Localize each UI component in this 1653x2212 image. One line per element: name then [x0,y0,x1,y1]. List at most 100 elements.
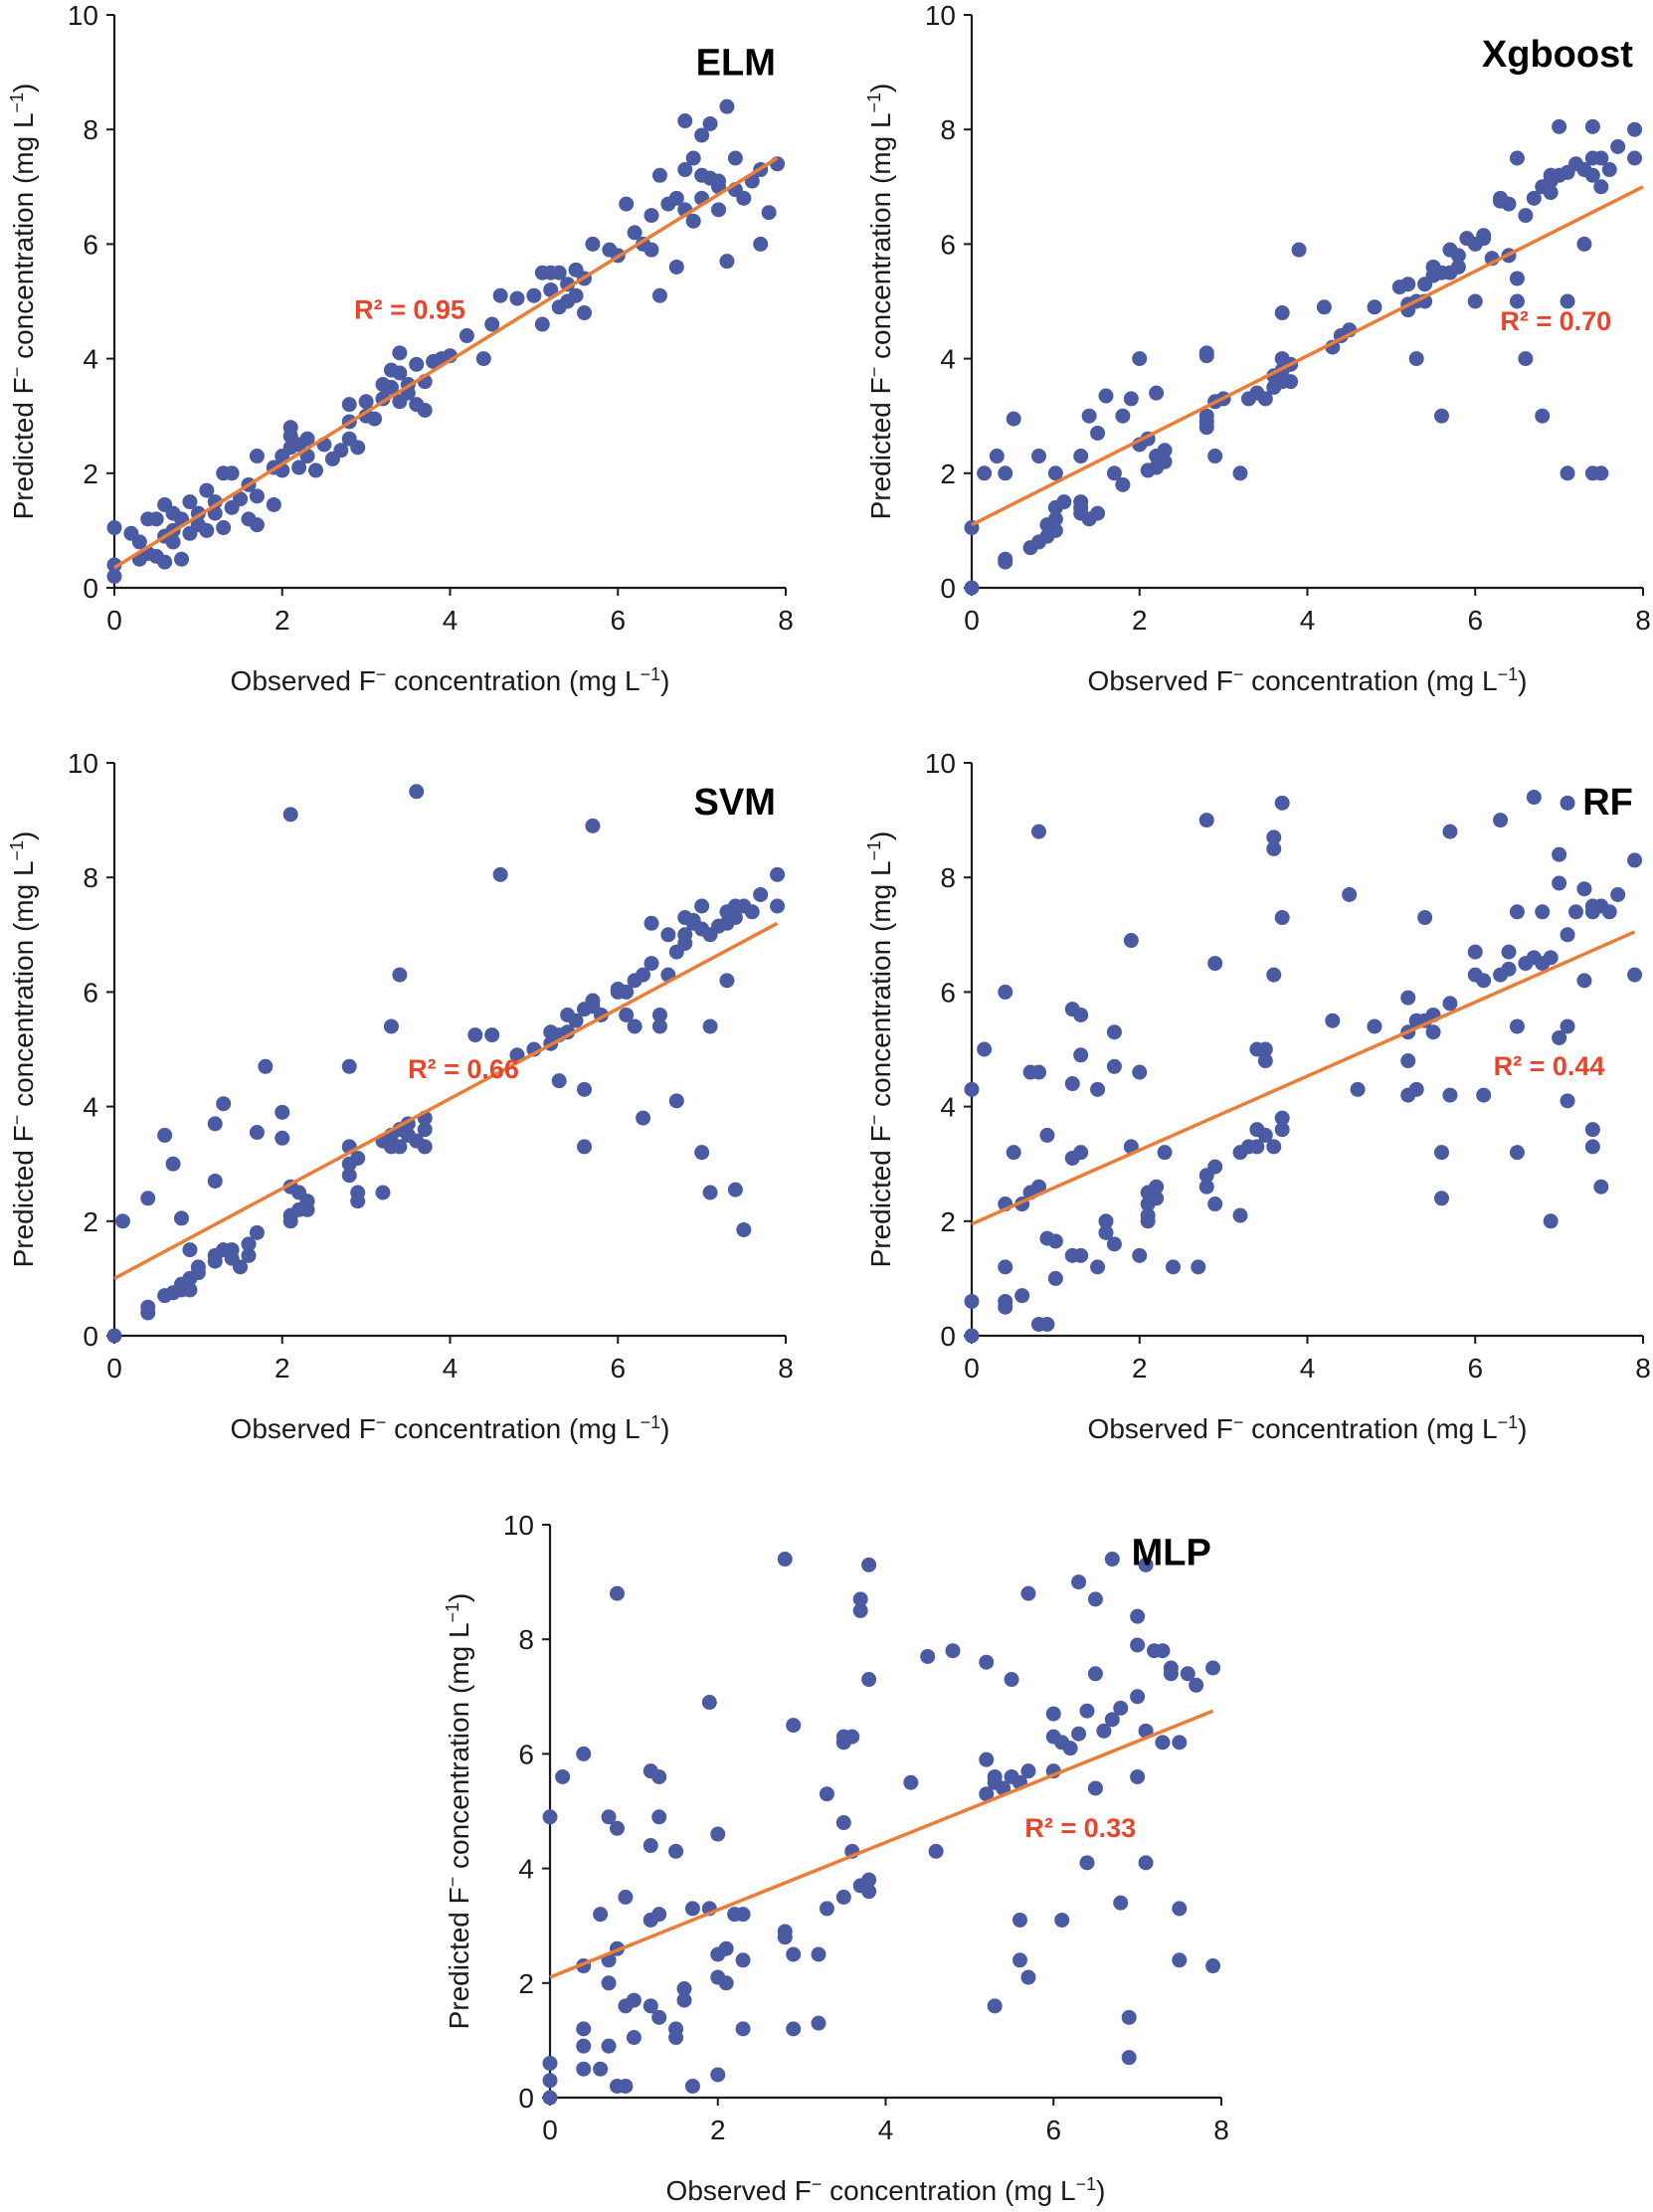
y-axis-label: Predicted F− concentration (mg L−1) [7,831,39,1268]
data-point [1172,1952,1188,1968]
data-point [1006,1145,1021,1161]
data-point [182,494,198,510]
panel-title: Xgboost [1482,34,1633,76]
data-point [174,551,189,567]
data-point [668,2030,684,2046]
data-point [526,287,542,303]
data-point [1155,1735,1171,1751]
data-point [998,1259,1013,1275]
data-point [1047,1233,1063,1249]
data-point [861,1872,877,1888]
y-tick-label: 0 [940,1321,956,1352]
data-point [1149,1191,1165,1206]
data-point [998,984,1013,1000]
data-point [576,2061,592,2077]
data-point [241,1247,257,1263]
data-point [1501,196,1517,212]
data-point [224,465,240,481]
ylabel-main: Predicted F [8,377,39,519]
data-point [651,1907,667,1923]
data-point [619,196,635,212]
data-point [1207,956,1223,972]
data-point [1493,813,1509,829]
ylabel-sup2: −1 [443,1602,462,1623]
data-point [1163,1660,1179,1676]
data-point [1442,1087,1458,1103]
data-point [735,2021,751,2037]
data-point [651,2009,667,2025]
ylabel-sup2: −1 [7,840,27,861]
data-point [676,1992,692,2008]
y-tick-label: 2 [940,459,956,489]
data-point [1006,411,1021,427]
data-point [1012,1912,1027,1928]
data-point [1113,1895,1129,1911]
data-point [701,1695,717,1711]
data-point [668,259,684,275]
data-point [1004,1672,1019,1688]
data-point [1518,351,1534,367]
data-point [1132,1064,1148,1080]
data-point [1189,1677,1204,1693]
data-point [1509,293,1525,309]
data-point [1291,242,1307,258]
data-point [207,494,223,510]
data-point [1205,1958,1221,1974]
data-point [1257,391,1273,407]
data-point [199,522,215,538]
r-squared-label: R² = 0.95 [354,294,465,324]
data-point [1274,1122,1290,1138]
y-axis-label: Predicted F− concentration (mg L−1) [443,1593,474,2030]
data-point [1073,1145,1089,1161]
data-point [1232,465,1248,481]
data-point [1087,1666,1103,1682]
x-tick-label: 0 [964,1353,980,1383]
data-point [1367,1018,1382,1034]
data-point [694,1145,710,1161]
ylabel-sup1: − [443,1877,462,1888]
data-point [392,345,408,361]
data-point [684,2078,700,2094]
data-point [1098,388,1114,404]
data-point [1535,904,1551,920]
data-point [684,1901,700,1917]
data-point [1020,1585,1036,1601]
data-point [1079,1855,1095,1871]
data-point [585,818,601,833]
data-point [1552,118,1567,134]
data-point [291,460,307,475]
data-point [1400,276,1416,292]
data-point [1584,167,1600,183]
data-point [1400,990,1416,1006]
data-point [718,1975,734,1991]
xlabel-sup2: −1 [1076,2174,1097,2194]
data-point [140,1299,156,1315]
data-point [275,1104,290,1120]
trend-line [113,156,779,570]
data-point [417,1139,433,1155]
data-point [1039,1316,1055,1332]
data-point [1073,1007,1089,1022]
data-point [1576,881,1592,897]
data-point [1601,904,1617,920]
panel-title: SVM [694,782,776,824]
x-tick-label: 6 [610,605,626,636]
data-point [1274,305,1290,321]
data-point [1073,449,1089,464]
data-point [979,1751,995,1767]
data-point [601,1809,617,1825]
data-point [1031,824,1046,839]
data-point [1155,1643,1171,1659]
data-point [1207,1197,1223,1212]
x-tick-label: 2 [275,605,290,636]
data-point [1090,425,1106,441]
data-point [1257,1127,1273,1143]
x-tick-label: 6 [610,1353,626,1383]
data-point [601,1975,617,1991]
xlabel-main: Observed F [1088,665,1233,696]
data-point [626,1992,642,2008]
ylabel-mid: concentration (mg L [865,860,896,1114]
data-point [1090,1081,1106,1097]
data-point [1576,973,1592,989]
